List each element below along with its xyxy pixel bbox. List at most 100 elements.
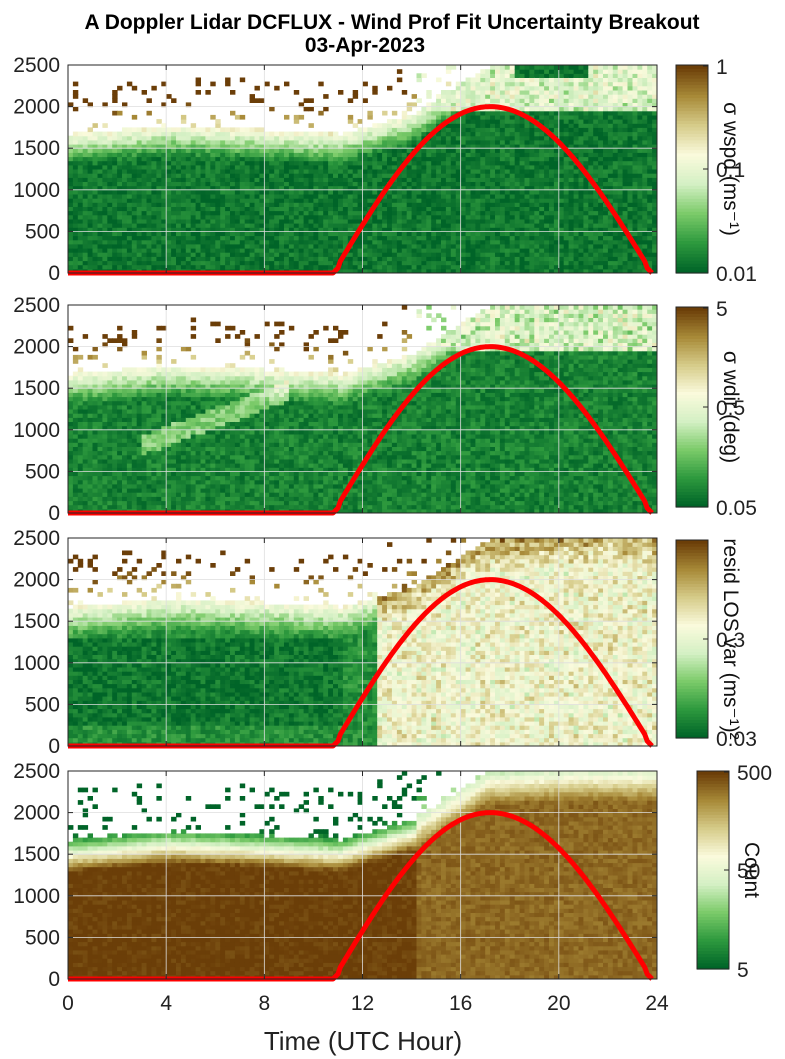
heatmap-cell <box>608 177 613 182</box>
heatmap-cell <box>196 202 201 207</box>
heatmap-cell <box>628 111 633 116</box>
heatmap-cell <box>579 107 584 112</box>
heatmap-cell <box>392 132 397 137</box>
heatmap-cell <box>500 123 505 128</box>
heatmap-cell <box>471 140 476 145</box>
heatmap-cell <box>397 140 402 145</box>
heatmap-cell <box>529 206 534 211</box>
heatmap-cell <box>181 177 186 182</box>
heatmap-cell <box>431 173 436 178</box>
heatmap-cell <box>392 211 397 216</box>
heatmap-cell <box>122 182 127 187</box>
heatmap-cell <box>564 265 569 270</box>
heatmap-cell <box>78 219 83 224</box>
heatmap-cell <box>549 173 554 178</box>
heatmap-cell <box>417 73 422 78</box>
heatmap-cell <box>117 206 122 211</box>
heatmap-cell <box>191 177 196 182</box>
heatmap-cell <box>642 215 647 220</box>
heatmap-cell <box>220 215 225 220</box>
heatmap-cell <box>603 223 608 228</box>
heatmap-cell <box>240 132 245 137</box>
heatmap-cell <box>471 123 476 128</box>
heatmap-cell <box>569 219 574 224</box>
heatmap-cell <box>88 248 93 253</box>
heatmap-cell <box>426 252 431 257</box>
heatmap-cell <box>471 94 476 99</box>
heatmap-cell <box>618 90 623 95</box>
heatmap-cell <box>485 215 490 220</box>
heatmap-cell <box>181 223 186 228</box>
heatmap-cell <box>647 140 652 145</box>
heatmap-cell <box>431 240 436 245</box>
heatmap-cell <box>402 252 407 257</box>
heatmap-cell <box>107 211 112 216</box>
heatmap-cell <box>348 136 353 141</box>
heatmap-cell <box>98 215 103 220</box>
heatmap-cell <box>559 115 564 120</box>
heatmap-cell <box>421 182 426 187</box>
heatmap-cell <box>343 261 348 266</box>
heatmap-cell <box>539 248 544 253</box>
heatmap-cell <box>215 248 220 253</box>
heatmap-cell <box>176 173 181 178</box>
heatmap-cell <box>284 82 289 87</box>
heatmap-cell <box>461 136 466 141</box>
heatmap-cell <box>588 198 593 203</box>
heatmap-cell <box>529 261 534 266</box>
heatmap-cell <box>583 65 588 70</box>
heatmap-cell <box>583 115 588 120</box>
heatmap-cell <box>559 73 564 78</box>
heatmap-cell <box>250 244 255 249</box>
heatmap-cell <box>137 219 142 224</box>
heatmap-cell <box>392 219 397 224</box>
heatmap-cell <box>525 90 530 95</box>
heatmap-cell <box>225 223 230 228</box>
heatmap-cell <box>156 256 161 261</box>
heatmap-cell <box>426 236 431 241</box>
heatmap-cell <box>461 182 466 187</box>
heatmap-cell <box>588 219 593 224</box>
heatmap-cell <box>471 194 476 199</box>
heatmap-cell <box>151 157 156 162</box>
heatmap-cell <box>269 140 274 145</box>
heatmap-cell <box>588 98 593 103</box>
heatmap-cell <box>579 65 584 70</box>
heatmap-cell <box>338 152 343 157</box>
heatmap-cell <box>338 165 343 170</box>
heatmap-cell <box>466 190 471 195</box>
heatmap-cell <box>588 148 593 153</box>
heatmap-cell <box>201 194 206 199</box>
heatmap-cell <box>166 173 171 178</box>
heatmap-cell <box>313 169 318 174</box>
heatmap-cell <box>485 78 490 83</box>
heatmap-cell <box>142 265 147 270</box>
heatmap-cell <box>529 252 534 257</box>
heatmap-cell <box>323 236 328 241</box>
heatmap-cell <box>392 265 397 270</box>
heatmap-cell <box>372 256 377 261</box>
heatmap-cell <box>68 202 73 207</box>
heatmap-cell <box>618 165 623 170</box>
heatmap-cell <box>451 148 456 153</box>
heatmap-cell <box>475 119 480 124</box>
heatmap-cell <box>343 202 348 207</box>
heatmap-cell <box>407 136 412 141</box>
heatmap-cell <box>603 123 608 128</box>
heatmap-cell <box>412 136 417 141</box>
heatmap-cell <box>353 157 358 162</box>
heatmap-cell <box>480 73 485 78</box>
heatmap-cell <box>294 115 299 120</box>
heatmap-cell <box>225 240 230 245</box>
heatmap-cell <box>436 173 441 178</box>
heatmap-cell <box>446 244 451 249</box>
heatmap-cell <box>417 219 422 224</box>
heatmap-cell <box>544 119 549 124</box>
heatmap-cell <box>181 136 186 141</box>
heatmap-cell <box>367 265 372 270</box>
heatmap-cell <box>407 115 412 120</box>
heatmap-cell <box>112 265 117 270</box>
heatmap-cell <box>304 107 309 112</box>
heatmap-cell <box>333 236 338 241</box>
heatmap-cell <box>608 190 613 195</box>
